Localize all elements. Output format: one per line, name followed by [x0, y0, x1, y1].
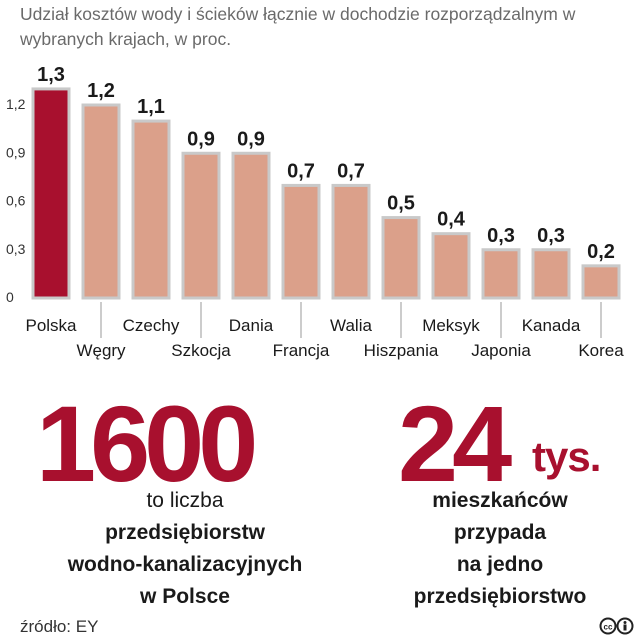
cc-by-icon: cc [599, 617, 635, 639]
y-tick-label: 1,2 [6, 96, 26, 112]
category-label: Walia [330, 316, 372, 335]
category-label: Francja [273, 341, 330, 360]
category-label: Meksyk [422, 316, 480, 335]
category-label: Japonia [471, 341, 531, 360]
value-label: 1,1 [137, 96, 165, 118]
category-label: Polska [25, 316, 77, 335]
stat-2-line: przedsiębiorstwo [413, 585, 587, 608]
stat-1-line: przedsiębiorstw [105, 521, 265, 544]
value-label: 0,3 [487, 225, 515, 247]
value-label: 0,4 [437, 209, 466, 231]
bar [481, 248, 521, 300]
bar [81, 103, 121, 300]
stat-2-unit: tys. [532, 433, 601, 480]
value-label: 1,2 [87, 80, 115, 102]
value-label: 0,5 [387, 193, 415, 215]
value-label: 0,9 [187, 128, 215, 150]
category-label: Hiszpania [364, 341, 439, 360]
category-label: Czechy [123, 316, 180, 335]
category-label: Korea [578, 341, 624, 360]
bar-chart: 0 0,3 0,6 0,9 1,2 1,3 Polska 1,2 Węgry 1,1 Czechy 0… [6, 64, 624, 360]
bar [131, 119, 171, 300]
value-label: 0,7 [287, 160, 315, 182]
bar [181, 151, 221, 300]
stat-1-line: wodno-kanalizacyjnych [67, 553, 303, 576]
y-tick-label: 0,3 [6, 241, 26, 257]
stat-2-line: na jedno [456, 553, 544, 576]
category-label: Kanada [522, 316, 581, 335]
value-label: 0,3 [537, 225, 565, 247]
bar [381, 216, 421, 300]
y-tick-label: 0,6 [6, 193, 26, 209]
category-label: Węgry [76, 341, 126, 360]
bar [531, 248, 571, 300]
y-tick-label: 0,9 [6, 144, 26, 160]
bar [281, 183, 321, 300]
stat-1-line: w Polsce [140, 585, 230, 608]
value-label: 0,7 [337, 160, 365, 182]
stat-1-description: to liczba przedsiębiorstw wodno-kanaliza… [60, 485, 310, 613]
category-label: Dania [229, 316, 274, 335]
chart-title: Udział kosztów wody i ścieków łącznie w … [20, 4, 576, 49]
stat-2-number: 24 [398, 383, 512, 504]
bar [31, 87, 71, 300]
y-tick-label: 0 [6, 289, 14, 305]
bar [431, 232, 471, 300]
value-label: 0,9 [237, 128, 265, 150]
source-note: źródło: EY [20, 617, 99, 636]
bar [581, 264, 621, 300]
bar [231, 151, 271, 300]
stat-2-description: mieszkańców przypada na jedno przedsiębi… [375, 485, 625, 613]
value-label: 0,2 [587, 241, 615, 263]
stat-1-line: to liczba [146, 489, 224, 512]
bar [331, 183, 371, 300]
stat-1-number: 1600 [36, 383, 258, 504]
category-label: Szkocja [171, 341, 231, 360]
stat-2-line: przypada [453, 521, 547, 544]
svg-text:cc: cc [604, 623, 613, 632]
value-label: 1,3 [37, 64, 65, 86]
stat-2-line: mieszkańców [432, 489, 568, 512]
